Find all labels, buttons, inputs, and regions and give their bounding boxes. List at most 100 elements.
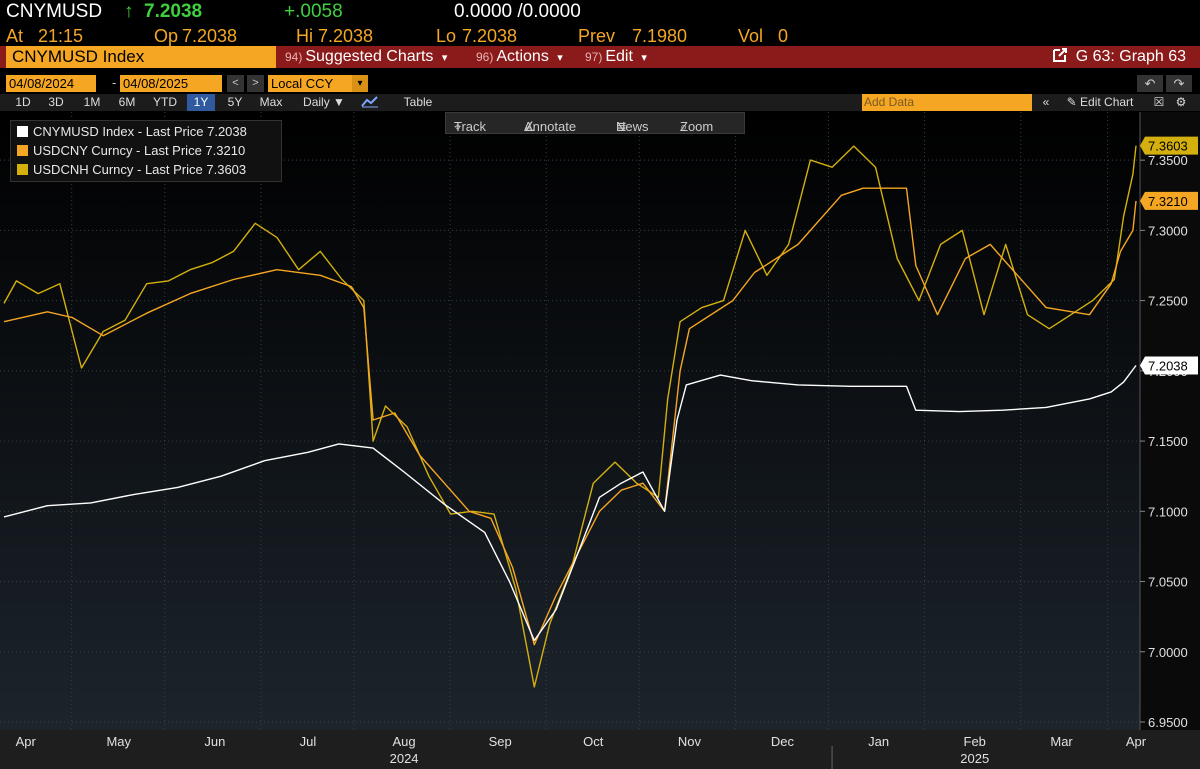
menu-number: 94): [285, 50, 303, 64]
next-period-button[interactable]: >: [247, 75, 264, 92]
suggested-charts-menu[interactable]: 94) Suggested Charts ▾: [285, 46, 447, 68]
redo-icon[interactable]: ↷: [1166, 75, 1192, 92]
low-label: Lo: [436, 26, 457, 46]
prev-label: Prev: [578, 26, 616, 46]
legend-label: CNYMUSD Index - Last Price 7.2038: [33, 124, 247, 139]
menu-label: Suggested Charts: [305, 48, 434, 65]
year-label: 2024: [390, 751, 419, 766]
vol-value: 0: [778, 26, 789, 46]
range-1d[interactable]: 1D: [15, 95, 31, 109]
undo-icon[interactable]: ↶: [1137, 75, 1163, 92]
news-label: News: [616, 119, 649, 134]
dropdown-icon: ▾: [641, 52, 647, 64]
menu-label: Edit: [605, 48, 633, 65]
crosshair-icon: ⌖: [454, 119, 462, 134]
currency-dropdown-icon[interactable]: ▾: [352, 75, 368, 92]
menu-number: 97): [585, 50, 603, 64]
zoom-label: Zoom: [680, 119, 714, 134]
prev-period-button[interactable]: <: [227, 75, 244, 92]
add-data-input[interactable]: Add Data: [862, 94, 1032, 111]
at-value: 21:15: [38, 26, 84, 46]
x-tick-label: Apr: [16, 734, 37, 749]
x-tick-label: Sep: [489, 734, 512, 749]
actions-menu[interactable]: 96) Actions ▾: [476, 46, 563, 68]
edit-menu[interactable]: 97) Edit ▾: [585, 46, 647, 68]
y-tick-label: 7.0500: [1148, 575, 1188, 590]
price-tag-shape: [1140, 136, 1198, 155]
price-tag-text: 7.2038: [1148, 358, 1188, 373]
x-tick-label: May: [106, 734, 131, 749]
x-tick-label: Jan: [868, 734, 889, 749]
quote-stats-row: At 21:15 Op 7.2038 Hi 7.2038 Lo 7.2038 P…: [0, 24, 1200, 46]
last-price-tag-cnymusd: 7.2038: [1140, 356, 1198, 375]
chart-type-icon[interactable]: [358, 94, 382, 111]
range-1m[interactable]: 1M: [83, 95, 101, 109]
security-index-field[interactable]: CNYMUSD Index: [6, 46, 276, 68]
menu-bar: CNYMUSD Index 94) Suggested Charts ▾ 96) A…: [0, 46, 1200, 68]
y-tick-label: 7.1000: [1148, 504, 1188, 519]
legend-label: USDCNY Curncy - Last Price 7.3210: [33, 143, 246, 158]
legend-item-usdcny[interactable]: USDCNY Curncy - Last Price 7.3210: [17, 142, 245, 160]
annotate-label: Annotate: [524, 119, 577, 134]
edit-chart-toggle-icon[interactable]: ☒: [1153, 95, 1165, 109]
start-date-input[interactable]: 04/08/2024: [6, 75, 96, 92]
range-ytd[interactable]: YTD: [153, 95, 177, 109]
graph-label: G 63: Graph 63: [1075, 48, 1186, 65]
ticker-label: CNYMUSD: [6, 1, 103, 22]
x-axis-background: [0, 730, 1200, 769]
edit-chart-label: Edit Chart: [1080, 95, 1134, 109]
edit-chart-button[interactable]: ✎ Edit Chart: [1058, 94, 1142, 111]
range-1y[interactable]: 1Y: [187, 94, 215, 111]
y-tick-label: 7.3000: [1148, 223, 1188, 238]
dropdown-icon: ▾: [557, 52, 563, 64]
graph-id[interactable]: G 63: Graph 63: [1052, 46, 1186, 68]
range-toolbar: 1D 3D 1M 6M YTD 1Y 5Y Max Daily ▼ Table …: [0, 94, 1200, 111]
up-arrow-icon: ↑: [124, 1, 134, 22]
y-axis-background: [1140, 112, 1200, 730]
series-line-usdcnh: [3, 145, 1137, 688]
chart-legend: CNYMUSD Index - Last Price 7.2038 USDCNY…: [10, 120, 282, 182]
pencil-icon: ✎: [1066, 95, 1077, 109]
legend-item-cnymusd[interactable]: CNYMUSD Index - Last Price 7.2038: [17, 123, 247, 141]
at-label: At: [6, 26, 24, 46]
x-tick-label: Jul: [300, 734, 317, 749]
collapse-icon[interactable]: «: [1042, 95, 1050, 109]
frequency-select[interactable]: Daily ▼: [303, 95, 345, 109]
end-date-input[interactable]: 04/08/2025: [120, 75, 222, 92]
last-price: 7.2038: [144, 1, 203, 22]
menu-number: 96): [476, 50, 494, 64]
table-button[interactable]: Table: [403, 95, 433, 109]
currency-select[interactable]: Local CCY: [268, 75, 352, 92]
plot-background: [0, 112, 1140, 730]
y-tick-label: 6.9500: [1148, 715, 1188, 730]
price-tag-shape: [1140, 356, 1198, 375]
high-label: Hi: [296, 26, 313, 46]
x-tick-label: Jun: [204, 734, 225, 749]
date-separator: -: [112, 75, 117, 90]
track-label: Track: [454, 119, 487, 134]
x-tick-label: Nov: [678, 734, 702, 749]
range-3d[interactable]: 3D: [48, 95, 64, 109]
date-range-bar: 04/08/2024 - 04/08/2025 < > Local CCY ▾ …: [0, 75, 1200, 93]
legend-swatch: [17, 164, 28, 175]
range-5y[interactable]: 5Y: [227, 95, 243, 109]
settings-gear-icon[interactable]: ⚙: [1175, 95, 1187, 109]
zoom-icon: ⌕: [680, 119, 688, 134]
range-6m[interactable]: 6M: [118, 95, 136, 109]
y-tick-label: 7.0000: [1148, 645, 1188, 660]
menu-label: Actions: [496, 48, 549, 65]
open-label: Op: [154, 26, 179, 46]
last-price-tag-usdcnh: 7.3603: [1140, 136, 1198, 155]
y-tick-label: 7.1500: [1148, 434, 1188, 449]
x-tick-label: Dec: [771, 734, 795, 749]
annotate-icon: ∠: [524, 119, 536, 134]
dropdown-icon: ▾: [441, 52, 448, 64]
last-price-tag-usdcny: 7.3210: [1140, 191, 1198, 210]
y-tick-label: 7.3500: [1148, 153, 1188, 168]
range-max[interactable]: Max: [259, 95, 283, 109]
series-line-usdcny: [3, 187, 1137, 646]
series-line-cnymusd: [3, 365, 1137, 642]
x-tick-label: Apr: [1126, 734, 1147, 749]
legend-item-usdcnh[interactable]: USDCNH Curncy - Last Price 7.3603: [17, 161, 246, 179]
